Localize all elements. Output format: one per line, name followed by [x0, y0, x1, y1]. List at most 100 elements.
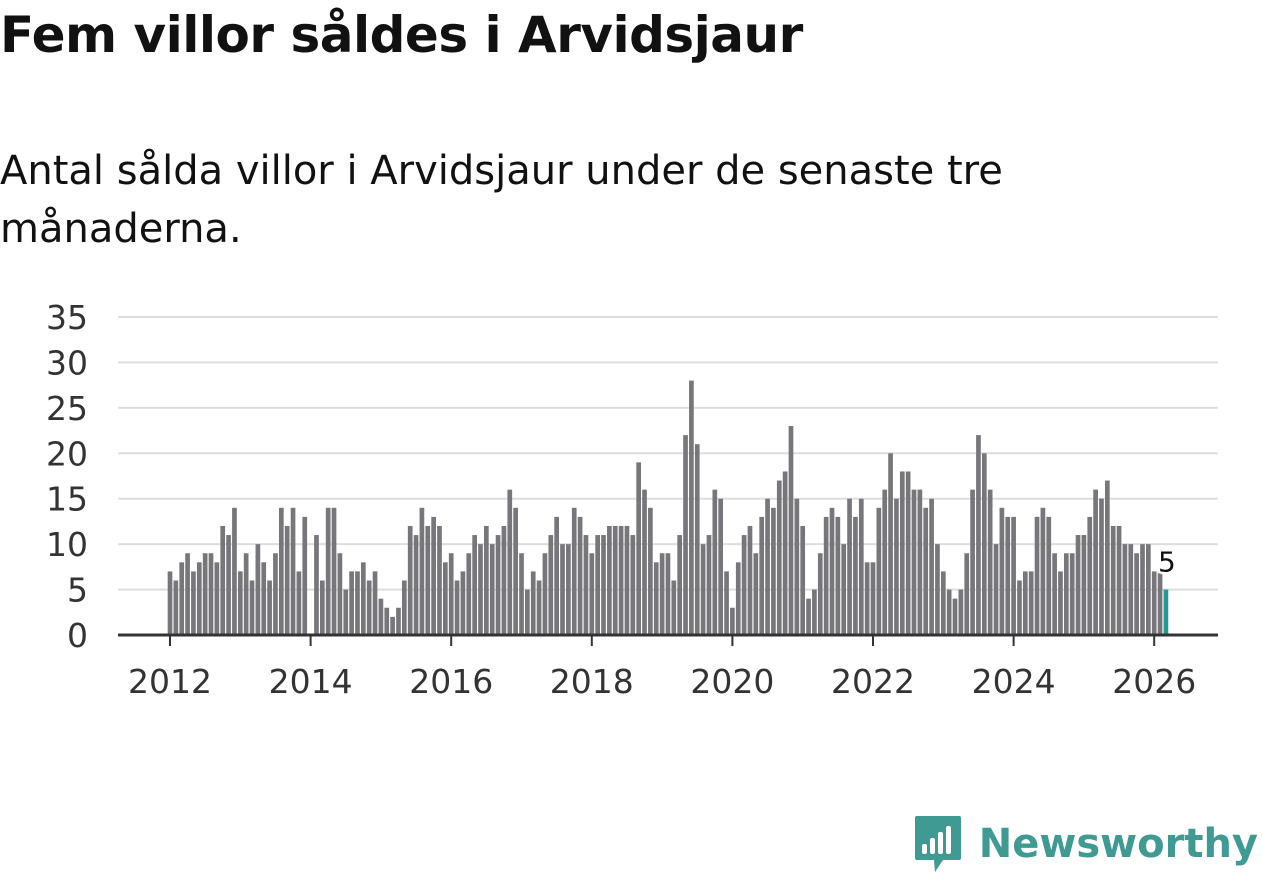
bar: [226, 535, 231, 635]
bar: [794, 498, 800, 635]
bar: [659, 553, 665, 635]
bar: [325, 507, 331, 635]
bar: [437, 525, 442, 635]
y-tick-label: 30: [46, 343, 88, 382]
bar: [958, 589, 964, 635]
bar: [525, 589, 530, 635]
bar: [413, 535, 419, 635]
bar: [976, 435, 981, 635]
bar: [823, 516, 829, 635]
bar: [495, 535, 501, 635]
bar: [987, 489, 993, 635]
bar: [835, 516, 841, 635]
bar: [232, 507, 237, 635]
bar: [964, 553, 970, 635]
bar: [401, 580, 407, 635]
bar: [648, 507, 653, 635]
bar: [319, 580, 325, 635]
x-tick-label: 2026: [1112, 662, 1196, 701]
bar: [917, 489, 923, 635]
bar: [448, 553, 454, 635]
annotations: 5: [1156, 543, 1179, 581]
bar: [882, 489, 888, 635]
bar: [665, 553, 671, 635]
bar: [566, 544, 571, 635]
bar: [284, 525, 290, 635]
bar: [653, 562, 659, 635]
bar: [841, 544, 847, 635]
chart-title: Fem villor såldes i Arvidsjaur: [0, 6, 803, 64]
bar: [331, 507, 337, 635]
y-axis: 0 5 10 15 20 25 30 35: [46, 298, 88, 655]
bar: [671, 580, 677, 635]
x-axis: 2012 2014 2016 2018 2020 2022 2024 2026: [118, 633, 1218, 701]
bar: [730, 607, 735, 635]
bar: [876, 507, 882, 635]
bar: [1110, 525, 1116, 635]
bar: [1128, 544, 1134, 635]
bar: [208, 553, 214, 635]
bar: [601, 535, 606, 635]
bar: [894, 498, 899, 635]
bar: [771, 507, 776, 635]
bar: [1099, 498, 1104, 635]
bar: [237, 571, 243, 635]
bar: [765, 498, 770, 635]
bar: [724, 571, 729, 635]
bar: [255, 544, 261, 635]
bar: [946, 589, 952, 635]
bar: [759, 516, 765, 635]
bar: [935, 544, 940, 635]
bar: [911, 489, 917, 635]
bar: [1063, 553, 1069, 635]
bar: [595, 535, 600, 635]
bar: [788, 426, 794, 635]
bar: [214, 562, 220, 635]
bar: [812, 589, 817, 635]
bar: [905, 471, 911, 635]
bar: [999, 507, 1005, 635]
bar: [360, 562, 366, 635]
bar: [753, 553, 759, 635]
newsworthy-logo-icon: [914, 816, 961, 872]
chart-subtitle: Antal sålda villor i Arvidsjaur under de…: [0, 148, 1003, 252]
bar: [191, 571, 196, 635]
bar: [173, 580, 179, 635]
bar: [472, 535, 477, 635]
bar: [372, 571, 378, 635]
bar: [899, 471, 905, 635]
bar: [870, 562, 876, 635]
bar: [630, 535, 636, 635]
x-tick-label: 2024: [972, 662, 1056, 701]
bar: [1122, 544, 1128, 635]
bar: [560, 544, 565, 635]
bar: [425, 525, 431, 635]
bar: [202, 553, 208, 635]
bar: [343, 589, 349, 635]
bar: [243, 553, 249, 635]
bar: [1093, 489, 1098, 635]
bar: [1028, 571, 1034, 635]
bar: [847, 498, 852, 635]
bar: [419, 507, 425, 635]
highlight-bar: [1163, 589, 1169, 635]
bar: [1087, 516, 1093, 635]
y-tick-label: 10: [46, 525, 88, 564]
bar: [1022, 571, 1028, 635]
bar: [677, 535, 683, 635]
bar: [970, 489, 975, 635]
bar: [1052, 553, 1057, 635]
bar: [185, 553, 190, 635]
y-tick-label: 25: [46, 389, 88, 428]
bar: [642, 489, 647, 635]
bar: [929, 498, 934, 635]
brand: Newsworthy: [913, 813, 1258, 875]
bar: [923, 507, 929, 635]
bar: [530, 571, 536, 635]
bar: [1075, 535, 1081, 635]
bar: [390, 616, 395, 635]
x-tick-label: 2016: [409, 662, 493, 701]
bar: [337, 553, 343, 635]
bar: [196, 562, 202, 635]
